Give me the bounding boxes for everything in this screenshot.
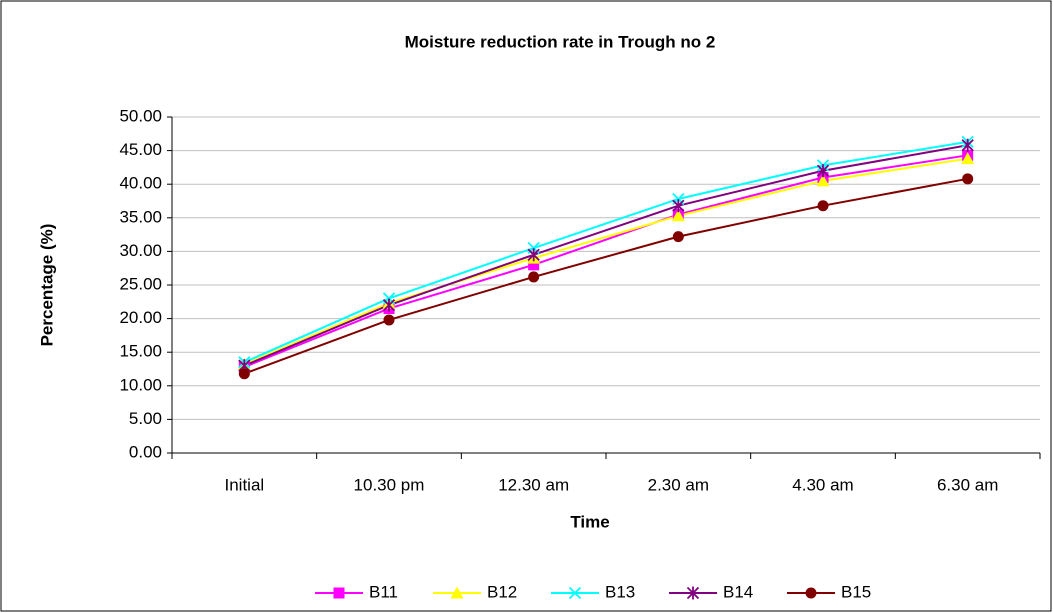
x-tick-label: 12.30 am	[498, 475, 569, 494]
legend-marker	[333, 587, 345, 599]
marker	[816, 164, 830, 178]
y-tick-label: 30.00	[119, 241, 162, 260]
y-tick-label: 0.00	[129, 442, 162, 461]
marker	[528, 271, 540, 283]
series-line	[243, 157, 968, 366]
y-tick-label: 25.00	[119, 274, 162, 293]
marker	[527, 248, 540, 262]
y-axis-title: Percentage (%)	[37, 224, 56, 347]
legend-marker	[686, 586, 700, 600]
marker	[238, 368, 250, 380]
y-tick-label: 40.00	[119, 174, 162, 193]
y-tick-label: 45.00	[119, 140, 162, 159]
marker	[817, 200, 829, 212]
x-tick-label: 6.30 am	[937, 475, 998, 494]
marker	[672, 199, 685, 213]
series-line	[243, 144, 968, 367]
legend-marker	[568, 586, 582, 600]
y-tick-label: 35.00	[119, 207, 162, 226]
y-tick-label: 10.00	[119, 375, 162, 394]
y-tick-label: 5.00	[129, 409, 162, 428]
marker	[672, 231, 684, 243]
marker	[962, 173, 974, 185]
x-tick-label: 10.30 pm	[354, 475, 425, 494]
legend-label: B14	[723, 582, 753, 601]
series-line	[243, 154, 968, 368]
series-line	[243, 140, 968, 364]
marker	[528, 259, 540, 271]
marker	[671, 209, 685, 222]
marker	[961, 138, 974, 152]
x-tick-label: Initial	[224, 475, 264, 494]
legend-marker	[805, 587, 817, 599]
legend-label: B13	[605, 582, 635, 601]
marker	[816, 174, 830, 187]
y-tick-label: 15.00	[119, 342, 162, 361]
x-tick-label: 2.30 am	[648, 475, 709, 494]
legend-label: B11	[369, 582, 398, 601]
x-tick-label: 4.30 am	[792, 475, 853, 494]
chart-title: Moisture reduction rate in Trough no 2	[405, 32, 716, 51]
y-tick-label: 20.00	[119, 308, 162, 327]
marker	[961, 152, 975, 165]
legend-label: B12	[487, 582, 517, 601]
marker	[382, 298, 396, 312]
x-axis-title: Time	[570, 512, 609, 531]
series-line	[243, 177, 968, 375]
marker	[383, 314, 395, 326]
y-tick-label: 50.00	[119, 106, 162, 125]
legend-marker	[450, 586, 464, 599]
legend-label: B15	[841, 582, 871, 601]
